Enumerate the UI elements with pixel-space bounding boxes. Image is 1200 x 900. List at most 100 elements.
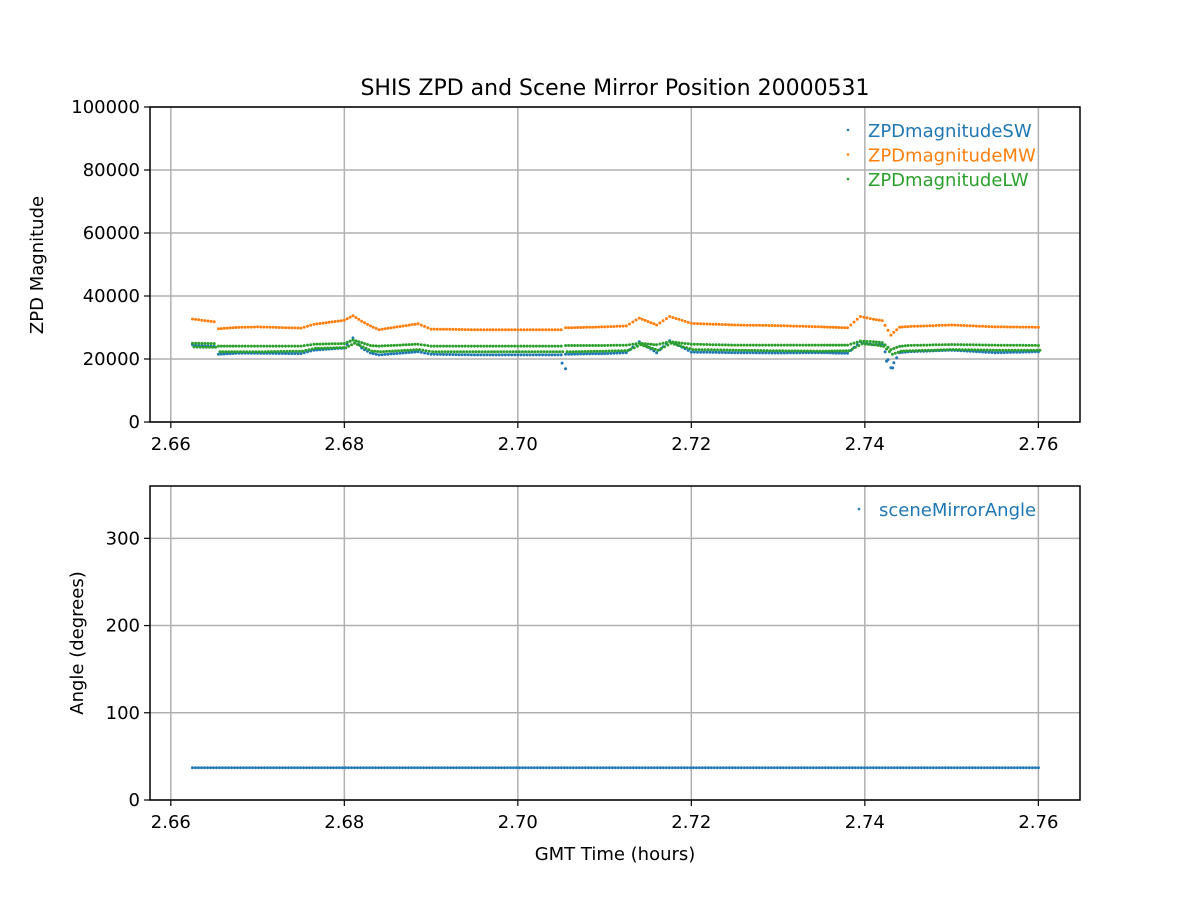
ZPDmagnitudeMW-point <box>488 328 492 332</box>
ZPDmagnitudeLW-point <box>355 343 359 346</box>
ZPDmagnitudeSW-point <box>618 351 622 355</box>
ZPDmagnitudeLW-point <box>912 343 916 347</box>
ZPDmagnitudeLW-point <box>451 344 455 348</box>
ZPDmagnitudeLW-point <box>568 350 572 354</box>
sceneMirrorAngle-point <box>652 766 656 770</box>
ZPDmagnitudeSW-point <box>494 353 498 357</box>
ZPDmagnitudeSW-point <box>600 352 604 356</box>
ZPDmagnitudeLW-point <box>1001 348 1005 352</box>
sceneMirrorAngle-point <box>811 766 815 770</box>
sceneMirrorAngle-point <box>523 766 527 770</box>
ZPDmagnitudeMW-point <box>696 322 699 326</box>
ZPDmagnitudeSW-point <box>401 351 405 355</box>
ZPDmagnitudeMW-point <box>309 323 313 327</box>
ZPDmagnitudeLW-point <box>291 349 295 353</box>
ZPDmagnitudeLW-point <box>217 344 220 348</box>
sceneMirrorAngle-point <box>592 766 596 770</box>
ZPDmagnitudeLW-point <box>421 348 425 352</box>
ZPDmagnitudeLW-point <box>624 343 628 347</box>
ZPDmagnitudeMW-point <box>410 323 414 327</box>
ZPDmagnitudeLW-point <box>1005 343 1009 347</box>
chart-title: SHIS ZPD and Scene Mirror Position 20000… <box>360 76 869 101</box>
ZPDmagnitudeLW-point <box>948 348 952 352</box>
sceneMirrorAngle-point <box>203 766 206 770</box>
ZPDmagnitudeLW-point <box>680 341 684 345</box>
ZPDmagnitudeLW-point <box>652 343 656 347</box>
ZPDmagnitudeLW-point <box>556 344 560 348</box>
x-tick-label: 2.72 <box>671 434 711 455</box>
ZPDmagnitudeLW-point <box>928 343 932 347</box>
sceneMirrorAngle-point <box>922 766 926 770</box>
ZPDmagnitudeMW-point <box>742 323 746 327</box>
ZPDmagnitudeLW-point <box>623 349 627 353</box>
ZPDmagnitudeMW-point <box>828 325 832 329</box>
ZPDmagnitudeLW-point <box>415 348 419 352</box>
ZPDmagnitudeMW-point <box>544 328 548 332</box>
ZPDmagnitudeMW-point <box>553 328 557 332</box>
ZPDmagnitudeSW-point <box>739 351 743 355</box>
sceneMirrorAngle-point <box>832 766 836 770</box>
ZPDmagnitudeLW-point <box>784 349 788 353</box>
ZPDmagnitudeSW-point <box>606 352 610 355</box>
ZPDmagnitudeLW-point <box>306 343 309 347</box>
ZPDmagnitudeLW-point <box>494 344 498 348</box>
ZPDmagnitudeLW-point <box>279 349 283 353</box>
ZPDmagnitudeSW-point <box>503 353 507 357</box>
sceneMirrorAngle-point <box>1009 766 1013 770</box>
ZPDmagnitudeLW-point <box>299 344 303 348</box>
ZPDmagnitudeMW-point <box>531 328 535 332</box>
ZPDmagnitudeMW-point <box>407 323 411 327</box>
ZPDmagnitudeMW-point <box>770 324 774 327</box>
sceneMirrorAngle-point <box>628 766 632 770</box>
ZPDmagnitudeLW-point <box>522 344 526 348</box>
ZPDmagnitudeLW-point <box>348 339 352 343</box>
ZPDmagnitudeMW-point <box>785 324 789 328</box>
ZPDmagnitudeSW-point <box>293 352 297 356</box>
sceneMirrorAngle-point <box>365 766 368 770</box>
ZPDmagnitudeSW-point <box>451 353 455 357</box>
ZPDmagnitudeMW-point <box>429 327 433 331</box>
ZPDmagnitudeMW-point <box>1002 325 1006 329</box>
ZPDmagnitudeLW-point <box>386 344 390 348</box>
y-tick-label: 40000 <box>83 286 140 307</box>
ZPDmagnitudeSW-point <box>883 350 887 354</box>
sceneMirrorAngle-point <box>455 766 458 770</box>
ZPDmagnitudeMW-point <box>909 324 913 328</box>
ZPDmagnitudeSW-point <box>528 353 532 357</box>
sceneMirrorAngle-point <box>547 766 551 770</box>
ZPDmagnitudeSW-point <box>892 361 896 365</box>
ZPDmagnitudeSW-point <box>984 350 988 354</box>
ZPDmagnitudeLW-point <box>462 350 466 354</box>
ZPDmagnitudeLW-point <box>962 343 966 347</box>
ZPDmagnitudeLW-point <box>607 349 611 353</box>
ZPDmagnitudeMW-point <box>262 325 266 329</box>
ZPDmagnitudeLW-point <box>617 349 620 353</box>
ZPDmagnitudeLW-point <box>931 343 935 347</box>
ZPDmagnitudeLW-point <box>893 351 897 355</box>
y-tick-label: 300 <box>106 528 140 549</box>
ZPDmagnitudeMW-point <box>962 324 966 327</box>
sceneMirrorAngle-point <box>697 766 701 770</box>
ZPDmagnitudeSW-point <box>891 366 895 370</box>
ZPDmagnitudeMW-point <box>485 328 489 332</box>
ZPDmagnitudeLW-point <box>919 343 923 347</box>
sceneMirrorAngle-point <box>949 766 953 770</box>
sceneMirrorAngle-point <box>284 766 287 770</box>
ZPDmagnitudeSW-point <box>996 351 1000 355</box>
sceneMirrorAngle-point <box>562 766 566 770</box>
ZPDmagnitudeSW-point <box>689 350 693 354</box>
ZPDmagnitudeLW-point <box>818 349 822 353</box>
ZPDmagnitudeSW-point <box>1005 350 1009 354</box>
ZPDmagnitudeSW-point <box>767 351 771 355</box>
sceneMirrorAngle-point <box>973 766 977 770</box>
ZPDmagnitudeMW-point <box>686 320 690 324</box>
y-tick-label: 200 <box>106 616 140 637</box>
sceneMirrorAngle-point <box>212 766 215 770</box>
sceneMirrorAngle-point <box>853 766 857 770</box>
ZPDmagnitudeLW-point <box>650 346 654 350</box>
ZPDmagnitudeSW-point <box>404 351 408 355</box>
ZPDmagnitudeLW-point <box>628 343 631 347</box>
sceneMirrorAngle-point <box>356 766 359 770</box>
ZPDmagnitudeSW-point <box>219 352 223 356</box>
ZPDmagnitudeSW-point <box>736 351 740 355</box>
